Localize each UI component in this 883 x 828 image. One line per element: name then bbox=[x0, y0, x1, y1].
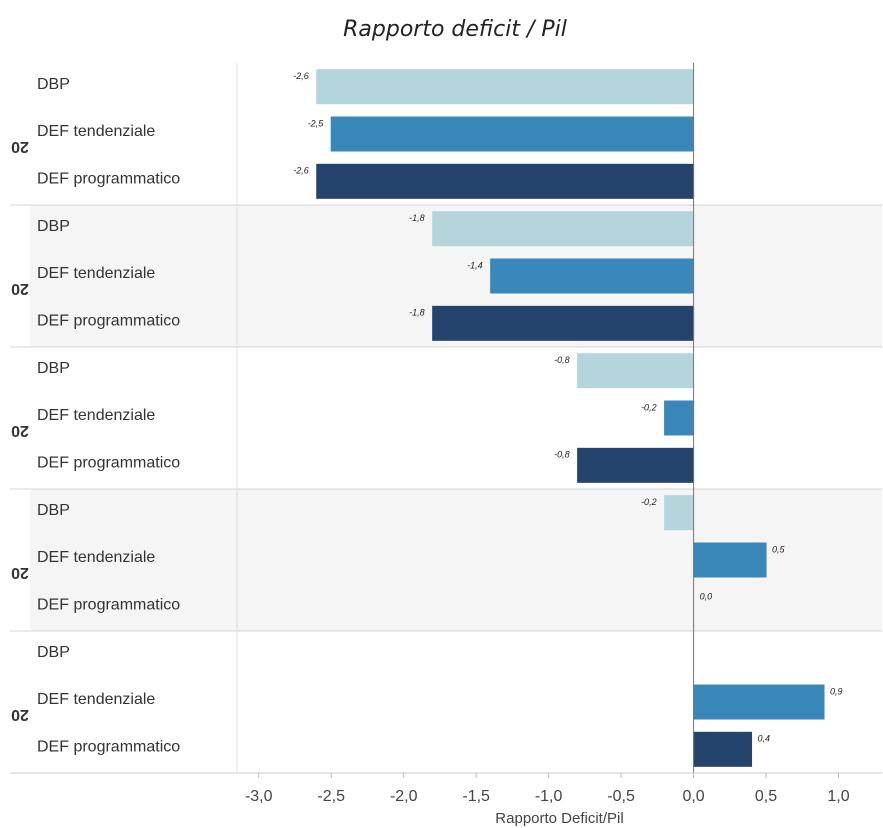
value-label: -2,6 bbox=[293, 71, 309, 81]
group-label: 20 bbox=[11, 706, 29, 723]
bar bbox=[330, 116, 695, 152]
bar bbox=[664, 495, 695, 531]
value-label: -0,2 bbox=[641, 497, 657, 507]
x-tick-label: -1,5 bbox=[462, 788, 490, 805]
category-label: DEF tendenziale bbox=[37, 407, 155, 424]
category-label: DBP bbox=[37, 76, 70, 93]
category-label: DEF programmatico bbox=[37, 313, 180, 330]
value-label: -2,5 bbox=[308, 118, 325, 128]
bar bbox=[316, 69, 695, 105]
bar bbox=[693, 542, 767, 578]
category-label: DEF programmatico bbox=[37, 739, 180, 756]
value-label: -1,4 bbox=[467, 260, 483, 270]
group-label: 20 bbox=[11, 422, 29, 439]
category-label: DEF programmatico bbox=[37, 597, 180, 614]
bar bbox=[432, 211, 695, 247]
x-tick-label: -2,5 bbox=[317, 788, 345, 805]
category-label: DEF tendenziale bbox=[37, 265, 155, 282]
bar bbox=[577, 353, 695, 389]
value-label: -0,2 bbox=[641, 402, 657, 412]
category-label: DEF tendenziale bbox=[37, 691, 155, 708]
category-label: DBP bbox=[37, 644, 70, 661]
category-label: DEF tendenziale bbox=[37, 123, 155, 140]
bar bbox=[490, 258, 695, 294]
bar bbox=[693, 684, 825, 720]
x-tick-label: 0,5 bbox=[755, 788, 777, 805]
value-label: -1,8 bbox=[409, 308, 425, 318]
x-tick-label: -3,0 bbox=[245, 788, 273, 805]
x-axis-title: Rapporto Deficit/Pil bbox=[495, 810, 623, 827]
bar bbox=[316, 163, 695, 199]
bar bbox=[664, 400, 695, 436]
value-label: 0,0 bbox=[700, 592, 713, 602]
chart-title: Rapporto deficit / Pil bbox=[343, 17, 567, 42]
bar bbox=[432, 305, 695, 341]
x-tick-label: 1,0 bbox=[827, 788, 849, 805]
value-label: 0,4 bbox=[758, 734, 771, 744]
value-label: -0,8 bbox=[554, 355, 570, 365]
x-tick-label: -1,0 bbox=[535, 788, 563, 805]
x-tick-label: -2,0 bbox=[390, 788, 418, 805]
category-label: DEF tendenziale bbox=[37, 549, 155, 566]
group-label: 20 bbox=[11, 564, 29, 581]
category-label: DEF programmatico bbox=[37, 455, 180, 472]
value-label: -0,8 bbox=[554, 450, 570, 460]
value-label: -2,6 bbox=[293, 166, 309, 176]
category-label: DEF programmatico bbox=[37, 171, 180, 188]
bar bbox=[577, 447, 695, 483]
value-label: 0,5 bbox=[772, 544, 786, 554]
category-label: DBP bbox=[37, 502, 70, 519]
category-label: DBP bbox=[37, 360, 70, 377]
group-label: 20 bbox=[11, 280, 29, 297]
x-tick-label: 0,0 bbox=[682, 788, 704, 805]
value-label: -1,8 bbox=[409, 213, 425, 223]
group-label: 20 bbox=[11, 138, 29, 155]
category-label: DBP bbox=[37, 218, 70, 235]
value-label: 0,9 bbox=[830, 686, 843, 696]
x-tick-label: -0,5 bbox=[607, 788, 635, 805]
bar bbox=[693, 731, 753, 767]
